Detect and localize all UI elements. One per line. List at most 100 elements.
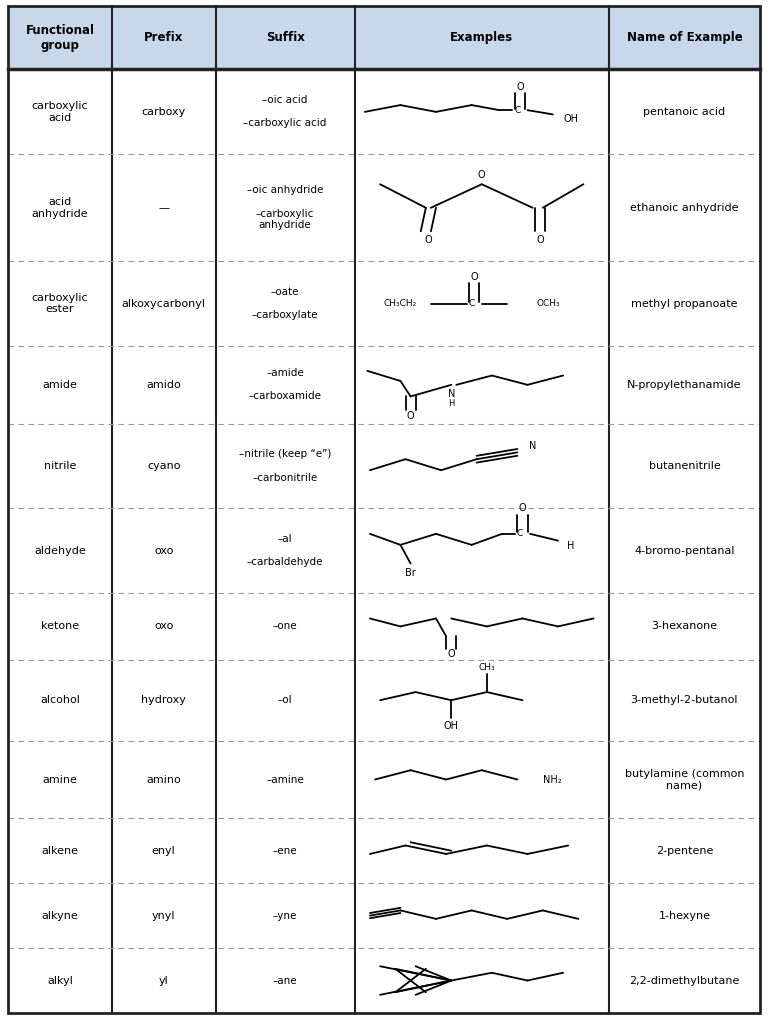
Bar (8, 6, 112, 69)
Text: carboxy: carboxy (141, 107, 186, 117)
Bar (112, 424, 216, 508)
Text: O: O (448, 649, 455, 659)
Text: butylamine (common
name): butylamine (common name) (624, 768, 744, 791)
Bar (216, 818, 355, 883)
Bar (112, 346, 216, 424)
Bar (112, 154, 216, 261)
Bar (8, 659, 112, 741)
Text: Functional
group: Functional group (25, 23, 94, 52)
Text: N: N (448, 389, 455, 399)
Bar (609, 261, 760, 346)
Text: alkoxycarbonyl: alkoxycarbonyl (121, 299, 206, 309)
Bar (216, 69, 355, 154)
Text: carboxylic
acid: carboxylic acid (31, 101, 88, 122)
Bar (112, 508, 216, 593)
Text: Br: Br (406, 568, 416, 578)
Bar (355, 593, 609, 659)
Text: acid
anhydride: acid anhydride (31, 197, 88, 218)
Bar (609, 948, 760, 1013)
Bar (8, 154, 112, 261)
Bar (112, 69, 216, 154)
Bar (355, 741, 609, 818)
Text: pentanoic acid: pentanoic acid (644, 107, 726, 117)
Text: CH₃CH₂: CH₃CH₂ (384, 300, 417, 308)
Text: cyano: cyano (147, 461, 180, 471)
Text: Examples: Examples (450, 32, 513, 44)
Bar (355, 346, 609, 424)
Bar (609, 741, 760, 818)
Text: –ol: –ol (278, 695, 293, 705)
Bar (355, 818, 609, 883)
Text: Suffix: Suffix (266, 32, 305, 44)
Text: aldehyde: aldehyde (34, 546, 86, 555)
Bar (609, 818, 760, 883)
Bar (112, 6, 216, 69)
Bar (355, 948, 609, 1013)
Text: O: O (478, 169, 485, 179)
Text: 3-hexanone: 3-hexanone (651, 622, 717, 632)
Bar (112, 593, 216, 659)
Text: –amine: –amine (266, 774, 304, 785)
Text: ethanoic anhydride: ethanoic anhydride (631, 203, 739, 213)
Text: H: H (567, 541, 574, 550)
Bar (112, 261, 216, 346)
Text: nitrile: nitrile (44, 461, 76, 471)
Bar (609, 508, 760, 593)
Text: 1-hexyne: 1-hexyne (658, 911, 710, 920)
Bar (8, 818, 112, 883)
Text: enyl: enyl (152, 846, 176, 856)
Text: ketone: ketone (41, 622, 79, 632)
Text: CH₃: CH₃ (478, 663, 495, 673)
Text: C: C (515, 106, 521, 115)
Text: O: O (407, 411, 415, 421)
Bar (216, 883, 355, 948)
Text: 2,2-dimethylbutane: 2,2-dimethylbutane (629, 975, 740, 985)
Bar (355, 508, 609, 593)
Text: alcohol: alcohol (40, 695, 80, 705)
Bar (355, 69, 609, 154)
Text: amide: amide (42, 380, 78, 390)
Bar (609, 69, 760, 154)
Text: –yne: –yne (273, 911, 297, 920)
Text: H: H (448, 398, 455, 408)
Bar (355, 261, 609, 346)
Bar (8, 424, 112, 508)
Text: –nitrile (keep “e”)

–carbonitrile: –nitrile (keep “e”) –carbonitrile (239, 449, 331, 483)
Bar (8, 883, 112, 948)
Bar (112, 741, 216, 818)
Bar (355, 154, 609, 261)
Text: 4-bromo-pentanal: 4-bromo-pentanal (634, 546, 735, 555)
Text: N: N (529, 440, 536, 450)
Bar (8, 69, 112, 154)
Text: oxo: oxo (154, 546, 174, 555)
Bar (216, 508, 355, 593)
Bar (8, 948, 112, 1013)
Text: methyl propanoate: methyl propanoate (631, 299, 738, 309)
Bar (609, 659, 760, 741)
Bar (609, 424, 760, 508)
Text: yl: yl (159, 975, 168, 985)
Bar (216, 261, 355, 346)
Text: alkene: alkene (41, 846, 78, 856)
Text: 2-pentene: 2-pentene (656, 846, 713, 856)
Text: 3-methyl-2-butanol: 3-methyl-2-butanol (631, 695, 738, 705)
Bar (609, 346, 760, 424)
Bar (8, 261, 112, 346)
Text: C: C (517, 529, 523, 538)
Bar (112, 659, 216, 741)
Bar (355, 6, 609, 69)
Text: –oic acid

–carboxylic acid: –oic acid –carboxylic acid (243, 95, 327, 128)
Bar (216, 593, 355, 659)
Bar (216, 6, 355, 69)
Text: amido: amido (146, 380, 181, 390)
Text: carboxylic
ester: carboxylic ester (31, 292, 88, 315)
Bar (355, 883, 609, 948)
Bar (216, 659, 355, 741)
Text: O: O (536, 234, 544, 245)
Bar (8, 508, 112, 593)
Text: OH: OH (563, 114, 578, 123)
Bar (216, 424, 355, 508)
Bar (8, 346, 112, 424)
Text: Prefix: Prefix (144, 32, 184, 44)
Bar (609, 154, 760, 261)
